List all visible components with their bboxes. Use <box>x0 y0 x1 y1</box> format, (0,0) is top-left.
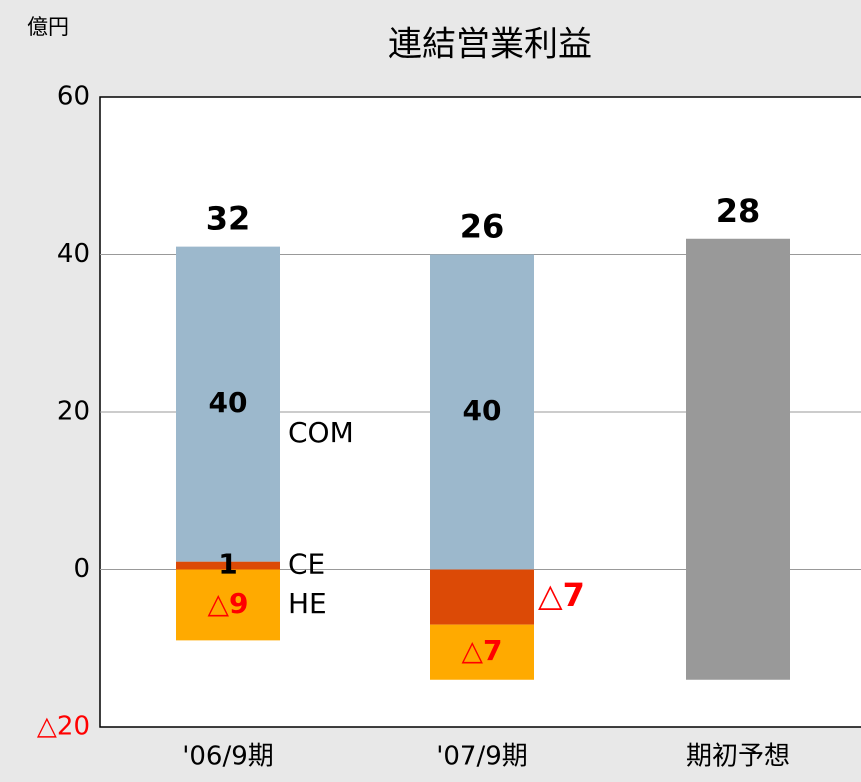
value-label: △7 <box>538 576 585 614</box>
x-tick-label: '07/9期 <box>436 742 528 772</box>
value-label: 40 <box>209 386 248 419</box>
total-label: 32 <box>206 200 251 238</box>
bar-segment <box>686 569 790 680</box>
x-tick-label: '06/9期 <box>182 742 274 772</box>
value-label: 40 <box>463 394 502 427</box>
y-tick-label: 40 <box>57 239 90 269</box>
bar-segment <box>176 246 280 562</box>
bar-segment <box>176 569 280 641</box>
bar-segment <box>430 254 534 570</box>
bar-segment <box>686 238 790 570</box>
chart-title: 連結営業利益 <box>388 25 592 65</box>
unit-label: 億円 <box>27 15 69 39</box>
legend-label: HE <box>288 587 327 620</box>
value-label: △7 <box>461 634 502 667</box>
legend-label: COM <box>288 416 354 449</box>
y-tick-label: △20 <box>37 712 90 742</box>
x-tick-label: 期初予想 <box>686 742 790 772</box>
bar-segment <box>176 561 280 570</box>
total-label: 26 <box>460 208 505 246</box>
legend-label: CE <box>288 548 325 581</box>
total-label: 28 <box>716 192 761 230</box>
y-tick-label: 20 <box>57 397 90 427</box>
y-tick-label: 60 <box>57 82 90 112</box>
bar-segment <box>430 569 534 625</box>
bar-segment <box>430 624 534 680</box>
y-tick-label: 0 <box>73 554 90 584</box>
value-label: 1 <box>218 548 237 581</box>
value-label: △9 <box>207 587 248 620</box>
